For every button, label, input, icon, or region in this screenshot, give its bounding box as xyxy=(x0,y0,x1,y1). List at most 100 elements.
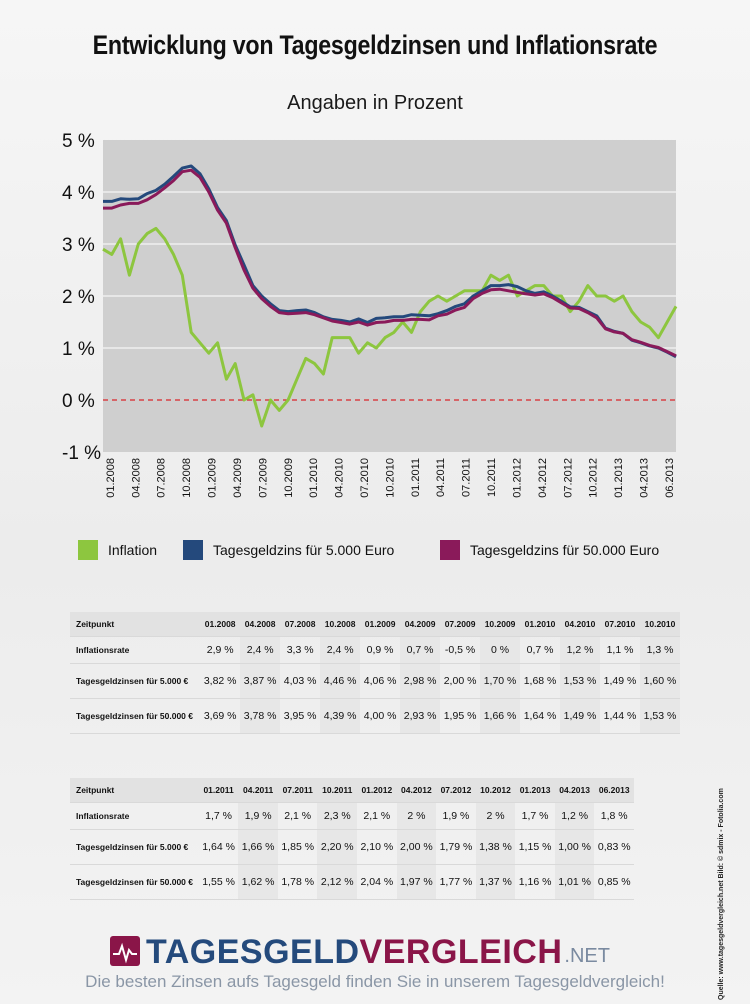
brand-part-3: .NET xyxy=(564,945,610,967)
row-label: Tagesgeldzinsen für 50.000 € xyxy=(70,698,201,734)
table-cell: 2,4 % xyxy=(240,636,281,664)
table-row: Tagesgeldzinsen für 50.000 €1,55 % 1,62 %… xyxy=(70,864,634,900)
table-header-cell: 01.2009 xyxy=(360,612,401,637)
table-cell: 0 % xyxy=(480,636,521,664)
x-tick-label: 04.2013 xyxy=(638,458,650,498)
table-cell: 1,1 % xyxy=(600,636,640,664)
table-cell: 0,85 % xyxy=(594,864,634,900)
table-cell: 2,00 % xyxy=(396,829,437,865)
legend-item: Tagesgeldzins für 50.000 Euro xyxy=(440,540,659,560)
chart-legend: Inflation Tagesgeldzins für 5.000 Euro Tag… xyxy=(0,540,750,564)
table-cell: 0,7 % xyxy=(400,636,441,664)
logo-icon xyxy=(110,936,140,966)
table-cell: 2,4 % xyxy=(320,636,361,664)
y-tick-label: 1 % xyxy=(62,339,95,360)
table-cell: 1,64 % xyxy=(520,698,561,734)
table-cell: 4,00 % xyxy=(360,698,401,734)
x-tick-label: 01.2013 xyxy=(613,458,625,498)
x-tick-label: 07.2011 xyxy=(461,458,473,497)
y-tick-label: 2 % xyxy=(62,287,95,308)
table-cell: 1,9 % xyxy=(238,802,278,830)
row-label: Tagesgeldzinsen für 5.000 € xyxy=(70,663,201,699)
table-cell: 1,3 % xyxy=(640,636,680,664)
brand-part-1: TAGESGELD xyxy=(146,933,360,971)
table-header-cell: 07.2012 xyxy=(436,778,476,803)
table-header-cell: 04.2008 xyxy=(240,612,281,637)
y-tick-label: 0 % xyxy=(62,391,95,412)
table-cell: 3,78 % xyxy=(240,698,281,734)
table-cell: 2,3 % xyxy=(317,802,358,830)
x-tick-label: 10.2009 xyxy=(283,458,295,498)
table-cell: 1,70 % xyxy=(480,663,521,699)
table-cell: 1,79 % xyxy=(436,829,476,865)
table-header-cell: 10.2011 xyxy=(317,778,358,803)
legend-label: Tagesgeldzins für 50.000 Euro xyxy=(470,542,660,558)
x-tick-label: 04.2011 xyxy=(435,458,447,497)
x-tick-label: 01.2011 xyxy=(410,458,422,497)
table-cell: 1,66 % xyxy=(238,829,278,865)
data-table-2008-2010: Zeitpunkt 01.2008 04.2008 07.2008 10.2008 01.… xyxy=(70,612,680,734)
row-label: Tagesgeldzinsen für 5.000 € xyxy=(70,829,199,865)
legend-label: Tagesgeldzins für 5.000 Euro xyxy=(213,542,395,558)
table-cell: 3,95 % xyxy=(280,698,321,734)
legend-item: Tagesgeldzins für 5.000 Euro xyxy=(183,540,394,560)
series-line-1 xyxy=(102,226,678,428)
table-cell: 2,93 % xyxy=(400,698,441,734)
row-label: Tagesgeldzinsen für 50.000 € xyxy=(70,864,199,900)
table-cell: 1,62 % xyxy=(238,864,278,900)
legend-swatch xyxy=(183,540,203,560)
table-cell: 2,20 % xyxy=(317,829,358,865)
table-cell: 2 % xyxy=(475,802,516,830)
x-tick-label: 07.2012 xyxy=(562,458,574,498)
table-cell: 2,1 % xyxy=(357,802,397,830)
table-cell: 1,77 % xyxy=(436,864,476,900)
table-header-cell: 10.2008 xyxy=(320,612,361,637)
x-tick-label: 10.2011 xyxy=(486,458,498,497)
table-cell: 1,9 % xyxy=(436,802,476,830)
x-tick-label: 10.2012 xyxy=(588,458,600,498)
table-cell: 2,1 % xyxy=(277,802,318,830)
table-row: Tagesgeldzinsen für 5.000 €3,82 % 3,87 % 4… xyxy=(70,663,680,699)
table-cell: 1,49 % xyxy=(560,698,601,734)
table-cell: 4,03 % xyxy=(280,663,321,699)
x-tick-label: 06.2013 xyxy=(664,458,676,498)
source-credit: Quelle: www.tagesgeldvergleich.net Bild:… xyxy=(718,788,725,1000)
table-cell: 1,64 % xyxy=(198,829,239,865)
table-cell: 1,16 % xyxy=(515,864,555,900)
table-cell: -0,5 % xyxy=(440,636,481,664)
table-cell: 2,9 % xyxy=(200,636,241,664)
table-cell: 1,49 % xyxy=(600,663,640,699)
legend-label: Inflation xyxy=(108,542,158,558)
table-header-cell: 04.2010 xyxy=(560,612,601,637)
table-header-cell: 06.2013 xyxy=(594,778,634,803)
table-cell: 0,9 % xyxy=(360,636,401,664)
x-tick-label: 01.2009 xyxy=(207,458,219,498)
table-row: Tagesgeldzinsen für 5.000 €1,64 % 1,66 % 1… xyxy=(70,829,634,865)
table-cell: 2,12 % xyxy=(317,864,358,900)
table-header-cell: 07.2010 xyxy=(600,612,640,637)
table-cell: 1,15 % xyxy=(515,829,555,865)
table-cell: 4,06 % xyxy=(360,663,401,699)
table-header-cell: 10.2012 xyxy=(475,778,516,803)
table-cell: 0,7 % xyxy=(520,636,561,664)
table-cell: 1,60 % xyxy=(640,663,680,699)
x-tick-label: 10.2008 xyxy=(181,458,193,498)
table-cell: 1,38 % xyxy=(475,829,516,865)
table-cell: 1,53 % xyxy=(640,698,680,734)
table-header-cell: 04.2013 xyxy=(554,778,595,803)
x-tick-label: 04.2010 xyxy=(334,458,346,498)
table-cell: 2,04 % xyxy=(357,864,397,900)
table-header-label: Zeitpunkt xyxy=(70,778,199,803)
table-cell: 1,7 % xyxy=(198,802,239,830)
table-cell: 1,2 % xyxy=(560,636,601,664)
table-row: Tagesgeldzinsen für 50.000 €3,69 % 3,78 %… xyxy=(70,698,680,734)
brand-part-2: VERGLEICH xyxy=(359,933,563,971)
x-tick-label: 10.2010 xyxy=(384,458,396,498)
row-label: Inflationsrate xyxy=(70,636,201,664)
tagline: Die besten Zinsen aufs Tagesgeld finden … xyxy=(85,972,665,991)
table-cell: 1,55 % xyxy=(198,864,239,900)
table-cell: 1,95 % xyxy=(440,698,481,734)
table-cell: 2,10 % xyxy=(357,829,397,865)
table-cell: 1,44 % xyxy=(600,698,640,734)
y-tick-label: -1 % xyxy=(62,443,101,464)
